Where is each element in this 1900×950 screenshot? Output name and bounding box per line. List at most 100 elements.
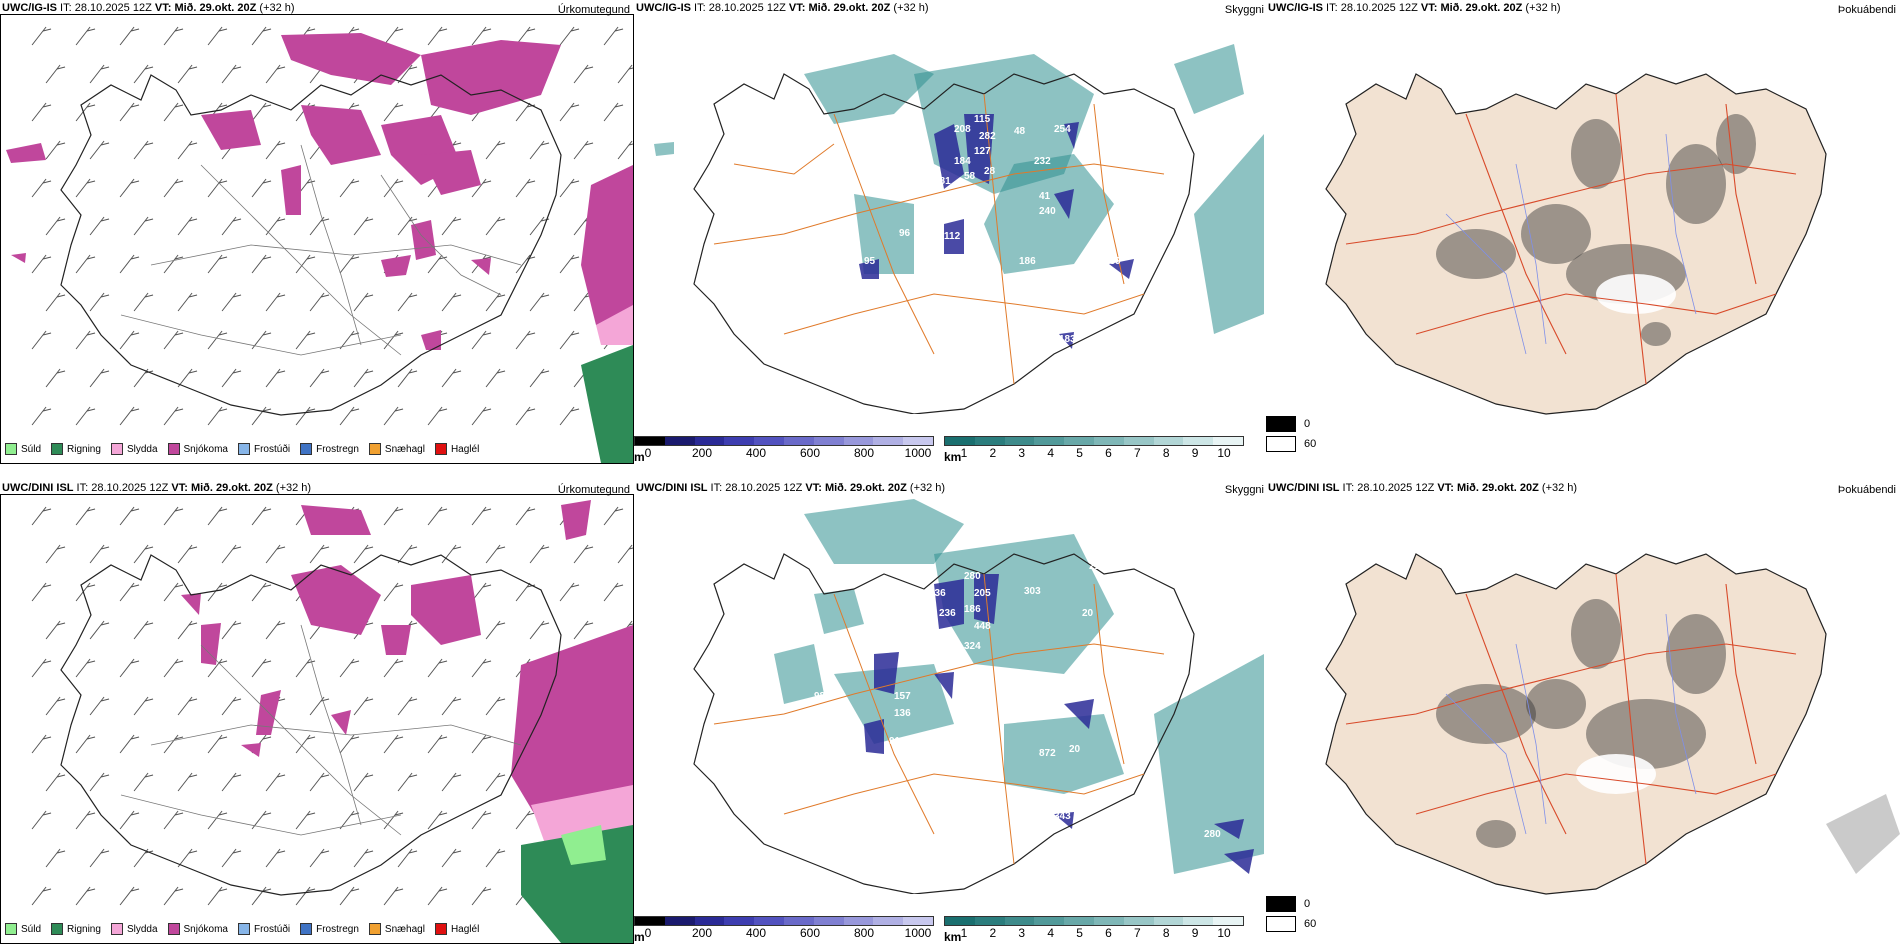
wind-barb [177, 848, 198, 868]
colorbar-tick: 0 [644, 926, 652, 940]
colorbar-swatch [903, 917, 933, 925]
wind-barb [251, 102, 272, 122]
wind-barb [529, 544, 550, 564]
legend-item: Haglél [434, 923, 479, 935]
colorbar-swatch [843, 917, 874, 925]
wind-barb [133, 696, 154, 716]
header-vt-label: VT: [1434, 482, 1457, 494]
wind-barb [75, 178, 96, 198]
ceiling-label: 115 [974, 114, 991, 125]
fog-legend-label: 60 [1304, 918, 1317, 930]
wind-barb [471, 810, 492, 830]
wind-barb [471, 582, 492, 602]
ceiling-label: 219 [1089, 561, 1106, 572]
legend-item: Snjókoma [167, 443, 228, 455]
wind-barb [133, 216, 154, 236]
legend-swatch [167, 923, 180, 935]
colorbar-tick: 1 [960, 926, 968, 940]
wind-barb [471, 506, 492, 526]
colorbar-tick: 10 [1217, 446, 1231, 460]
wind-barb [515, 810, 536, 830]
wind-barb [133, 772, 154, 792]
ceiling-label: 232 [1034, 156, 1051, 167]
header-it-label: IT: [57, 2, 75, 14]
wind-barb [309, 368, 330, 388]
wind-barb [31, 178, 52, 198]
wind-barb [31, 658, 52, 678]
iceland-land [1325, 73, 1827, 415]
wind-barb [163, 582, 184, 602]
wind-barb [133, 292, 154, 312]
legend-item: Frostregn [300, 443, 359, 455]
wind-barb [471, 26, 492, 46]
legend-item: Slydda [110, 923, 158, 935]
wind-barb [515, 406, 536, 426]
colorbar-swatch [783, 437, 814, 445]
wind-barb [45, 368, 66, 388]
wind-barb [221, 544, 242, 564]
legend-swatch [300, 923, 313, 935]
wind-barb [485, 216, 506, 236]
roads [713, 573, 1165, 865]
wind-barb [133, 620, 154, 640]
wind-barb [427, 506, 448, 526]
ceiling-label: 775 [1104, 636, 1121, 647]
wind-barb [251, 406, 272, 426]
colorbar-swatch [1093, 917, 1124, 925]
precip-map-row2 [31, 500, 633, 943]
colorbar-tick: 10 [1217, 926, 1231, 940]
wind-barb [177, 368, 198, 388]
colorbar-swatch [724, 437, 755, 445]
legend-swatch [237, 923, 250, 935]
header-model: UWC/DINI ISL [636, 482, 708, 494]
colorbar-tick: 800 [853, 926, 875, 940]
wind-barb [163, 26, 184, 46]
wind-barb [529, 620, 550, 640]
wind-barb [251, 254, 272, 274]
legend-swatch [51, 443, 64, 455]
header-it-value: 28.10.2025 12Z [725, 482, 803, 494]
legend-label: Slydda [126, 923, 158, 935]
header-lead: (+32 h) [256, 2, 295, 14]
header-vt-value: Mið. 29.okt. 20Z [824, 482, 907, 494]
wind-barb [427, 734, 448, 754]
fog-legend-label: 0 [1304, 898, 1311, 910]
colorbar-swatch [1093, 437, 1124, 445]
wind-barb [163, 330, 184, 350]
header-lead: (+32 h) [890, 2, 929, 14]
fog-legend-row1: 0 60 [1266, 416, 1316, 456]
wind-barb [133, 544, 154, 564]
fog-legend-swatch [1266, 416, 1296, 432]
header-vt-value: Mið. 29.okt. 20Z [190, 482, 273, 494]
colorbar-swatch [694, 917, 725, 925]
fog-legend-item: 0 [1266, 416, 1316, 432]
header-row1: UWC/IG-IS IT: 28.10.2025 12Z VT: Mið. 29… [0, 0, 1900, 20]
wind-barb [529, 216, 550, 236]
colorbar-tick: 600 [799, 446, 821, 460]
visibility-panel-row1: 208 115 184 127 282 48 254 781 28 58 232 166 240 96 11… [634, 14, 1264, 462]
wind-barb [251, 582, 272, 602]
colorbar-swatch [843, 437, 874, 445]
wind-barb [251, 178, 272, 198]
ceiling-areas [859, 114, 1134, 349]
wind-barb [265, 620, 286, 640]
wind-barb [383, 734, 404, 754]
legend-swatch [237, 443, 250, 455]
colorbar-tick: 2 [989, 926, 997, 940]
header-it-label: IT: [1323, 2, 1341, 14]
ceiling-label: 91 [889, 736, 901, 747]
colorbar-tick: 400 [745, 926, 767, 940]
header-it-value: 28.10.2025 12Z [708, 2, 786, 14]
iceland-outline [693, 553, 1195, 894]
ceiling-label: 186 [1019, 256, 1036, 267]
ceiling-label: 20 [1082, 608, 1094, 619]
wind-barb [45, 620, 66, 640]
wind-barb [119, 658, 140, 678]
colorbar-tick: 200 [691, 446, 713, 460]
ceiling-areas [864, 574, 1254, 874]
ceiling-label: 166 [939, 201, 956, 212]
wind-barb [603, 582, 624, 602]
wind-barb [31, 810, 52, 830]
legend-item: Haglél [434, 443, 479, 455]
